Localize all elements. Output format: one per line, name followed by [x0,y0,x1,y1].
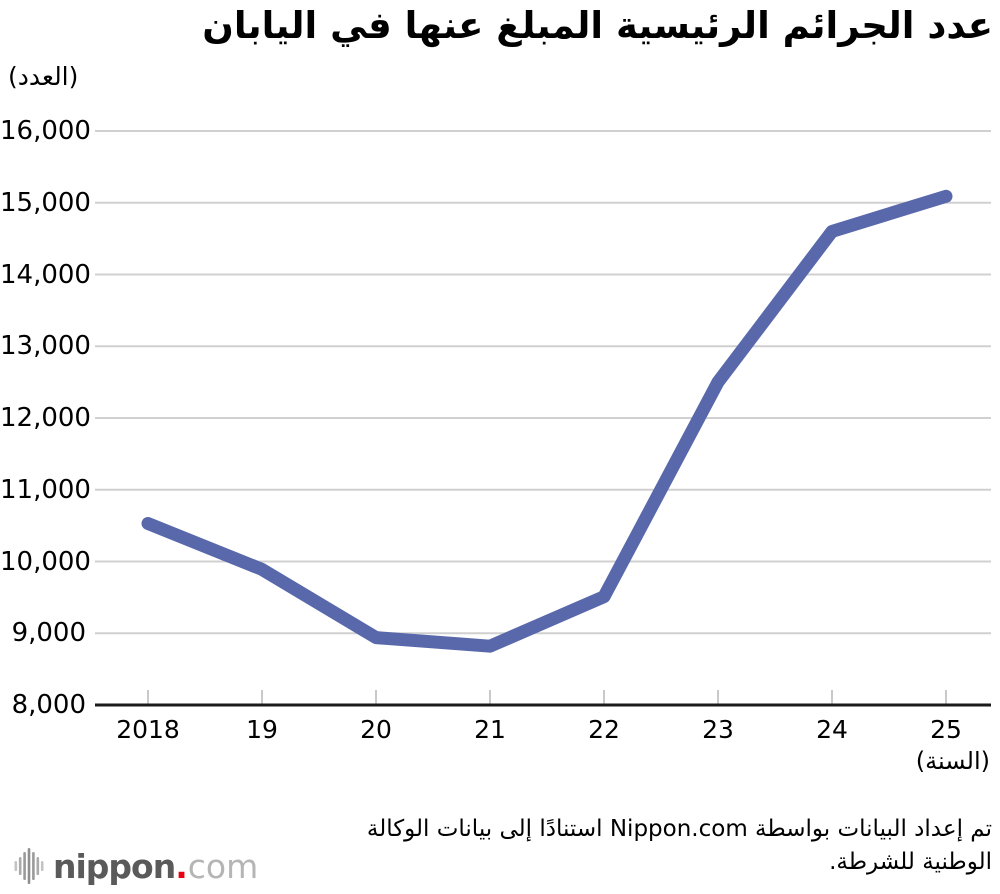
y-tick-label: 10,000 [0,546,91,577]
logo-text-nippon: nippon [53,846,176,886]
logo-dot: . [175,846,188,886]
nippon-logo: nippon.com [14,842,258,890]
y-tick-label: 14,000 [0,259,91,290]
x-tick-label: 24 [816,715,848,744]
source-note: تم إعداد البيانات بواسطة Nippon.com استن… [367,813,992,879]
y-tick-label: 8,000 [11,690,86,720]
source-note-line2: الوطنية للشرطة. [829,849,992,875]
waveform-icon [14,848,44,884]
data-line [141,189,953,653]
source-note-line1: تم إعداد البيانات بواسطة Nippon.com استن… [366,816,992,842]
x-tick-label: 23 [702,715,734,744]
y-tick-label: 13,000 [0,331,91,362]
x-tick-label: 19 [246,715,278,744]
x-tick-label: 21 [474,715,506,744]
chart-title: عدد الجرائم الرئيسية المبلغ عنها في اليا… [202,4,993,47]
y-tick-label: 9,000 [11,618,86,649]
x-axis-unit-label: (السنة) [915,747,990,775]
y-tick-label: 16,000 [0,116,91,146]
x-tick-label: 22 [588,715,620,744]
logo-text-com: com [187,846,259,886]
logo-text: nippon.com [53,850,258,883]
y-tick-label: 12,000 [0,403,91,433]
y-tick-label: 15,000 [0,187,91,218]
x-tick-label: 20 [360,715,392,744]
x-tick-label: 2018 [116,715,180,744]
y-tick-label: 11,000 [0,474,91,505]
x-tick-label: 25 [930,715,962,744]
y-axis-unit-label: (العدد) [8,62,79,91]
